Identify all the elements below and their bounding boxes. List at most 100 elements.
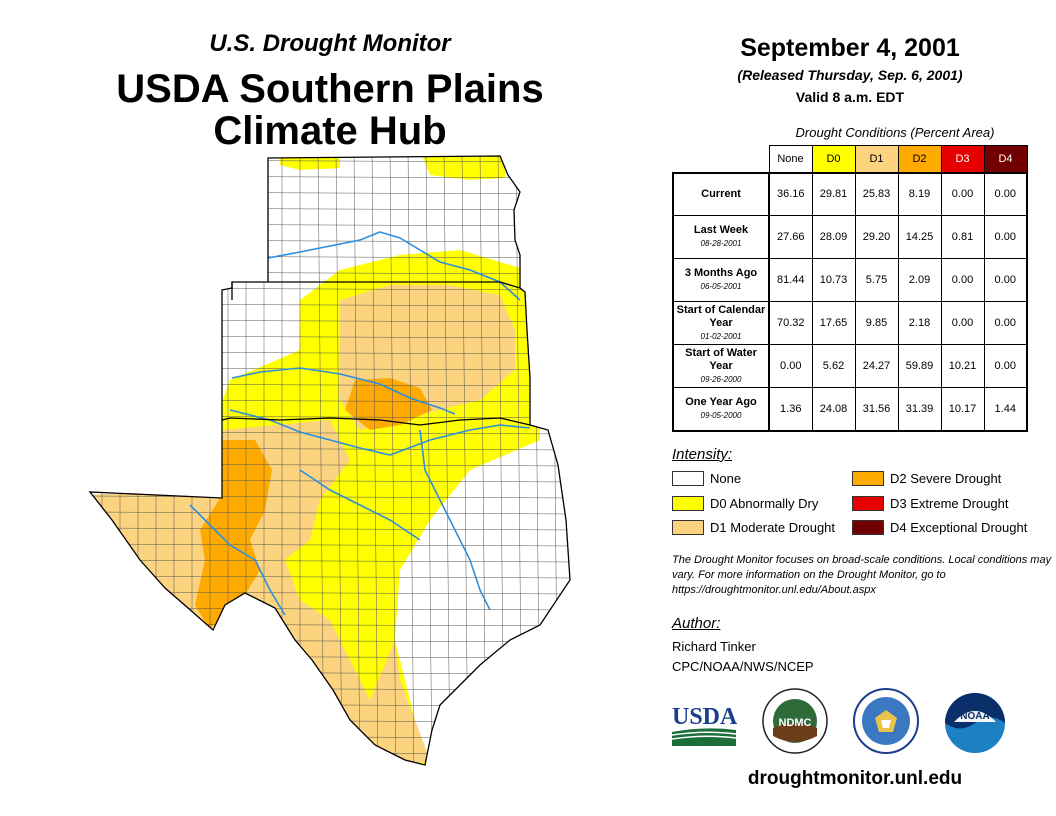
table-row: Start of Water Year 09-26-2000 0.00 5.62 24.… [672,344,1028,388]
county-line [90,687,570,691]
table-cell: 0.00 [983,258,1028,302]
disclaimer-note: The Drought Monitor focuses on broad-sca… [672,554,1052,596]
noaa-logo: NOAA [944,692,1006,754]
legend-label: D0 Abnormally Dry [710,496,819,511]
table-cell: 27.66 [768,215,813,259]
table-cell: 29.81 [811,172,856,216]
county-line [569,156,570,765]
legend-item-d3: D3 Extreme Drought [852,496,1009,511]
county-line [389,156,397,765]
table-cell: 5.75 [854,258,899,302]
table-header-row: None D0 D1 D2 D3 D4 [673,145,1028,174]
table-cell: 81.44 [768,258,813,302]
table-cell: 1.36 [768,387,813,432]
table-cell: 0.81 [940,215,985,259]
region-title-line2: Climate Hub [213,109,447,153]
table-cell: 10.17 [940,387,985,432]
author-name: Richard Tinker [672,639,756,654]
legend-item-d2: D2 Severe Drought [852,471,1001,486]
county-line [90,575,570,579]
author-heading: Author: [672,615,721,632]
row-label-date: 06-05-2001 [700,282,742,291]
legend-item-none: None [672,471,741,486]
table-cell: 70.32 [768,301,813,345]
row-label-text: 3 Months Ago [684,267,758,279]
county-line [90,543,570,547]
area-d2 [195,378,432,630]
map-date: September 4, 2001 [740,34,960,62]
region-title: USDA Southern Plains Climate Hub [60,68,600,152]
county-line [90,511,570,515]
col-header-none: None [768,145,813,174]
noaa-logo-text: NOAA [960,711,989,722]
table-cell: 0.00 [983,301,1028,345]
table-row: Start of Calendar Year 01-02-2001 70.32 17.… [672,301,1028,345]
col-header-d4: D4 [983,145,1028,174]
region-title-line1: USDA Southern Plains [116,67,544,111]
table-cell: 2.18 [897,301,942,345]
table-cell: 1.44 [983,387,1028,432]
row-label-text: Start of Calendar Year [676,303,766,329]
col-header-d0: D0 [811,145,856,174]
table-cell: 24.08 [811,387,856,432]
row-label-text: Current [701,187,741,200]
table-cell: 0.00 [983,215,1028,259]
table-cell: 0.00 [940,172,985,216]
col-header-d2: D2 [897,145,942,174]
county-line [90,559,570,563]
doc-seal-logo [853,688,919,754]
table-cell: 24.27 [854,344,899,388]
usda-logo: USDA [670,700,740,750]
row-label: Start of Water Year 09-26-2000 [672,344,770,388]
legend-label: D1 Moderate Drought [710,520,836,535]
author-org: CPC/NOAA/NWS/NCEP [672,659,814,674]
table-row: Current 36.16 29.81 25.83 8.19 0.00 0.00 [672,172,1028,216]
table-cell: 29.20 [854,215,899,259]
table-cell: 17.65 [811,301,856,345]
table-cell: 0.00 [940,301,985,345]
row-label: Current [672,172,770,216]
table-row: One Year Ago 09-05-2000 1.36 24.08 31.56 31.3… [672,387,1028,432]
legend-swatch [672,471,704,486]
author-block: Richard Tinker CPC/NOAA/NWS/NCEP [672,637,814,677]
county-line [80,768,580,770]
row-label-text: One Year Ago [685,395,757,408]
legend-swatch [852,520,884,535]
county-line [90,751,570,755]
county-line [90,495,570,499]
table-cell: 25.83 [854,172,899,216]
released-date: (Released Thursday, Sep. 6, 2001) [737,67,963,83]
website-url[interactable]: droughtmonitor.unl.edu [747,768,963,789]
row-label: Start of Calendar Year 01-02-2001 [672,301,770,345]
legend-label: None [710,471,742,486]
table-cell: 0.00 [983,172,1028,216]
table-cell: 8.19 [897,172,942,216]
row-label-text: Last Week [693,224,749,236]
legend-item-d1: D1 Moderate Drought [672,520,835,535]
table-cell: 0.00 [940,258,985,302]
table-cell: 9.85 [854,301,899,345]
valid-time: Valid 8 a.m. EDT [795,89,905,105]
usda-logo-text: USDA [672,704,738,730]
row-label: One Year Ago 09-05-2000 [672,387,770,432]
row-label-date: 09-05-2000 [700,410,742,420]
legend-item-d4: D4 Exceptional Drought [852,520,1027,535]
county-line [90,719,570,723]
row-label-date: 01-02-2001 [700,331,742,341]
row-label-date: 09-26-2000 [700,374,742,384]
county-line [90,527,570,531]
table-caption: Drought Conditions (Percent Area) [795,125,995,140]
table-cell: 28.09 [811,215,856,259]
table-cell: 36.16 [768,172,813,216]
col-header-d3: D3 [940,145,985,174]
table-cell: 59.89 [897,344,942,388]
table-cell: 10.21 [940,344,985,388]
product-title: U.S. Drought Monitor [209,30,451,57]
col-header-d1: D1 [854,145,899,174]
legend-swatch [852,471,884,486]
table-cell: 0.00 [983,344,1028,388]
row-label-text: Start of Water Year [685,346,757,372]
legend-swatch [672,520,704,535]
legend-swatch [672,496,704,511]
county-line [90,703,570,707]
